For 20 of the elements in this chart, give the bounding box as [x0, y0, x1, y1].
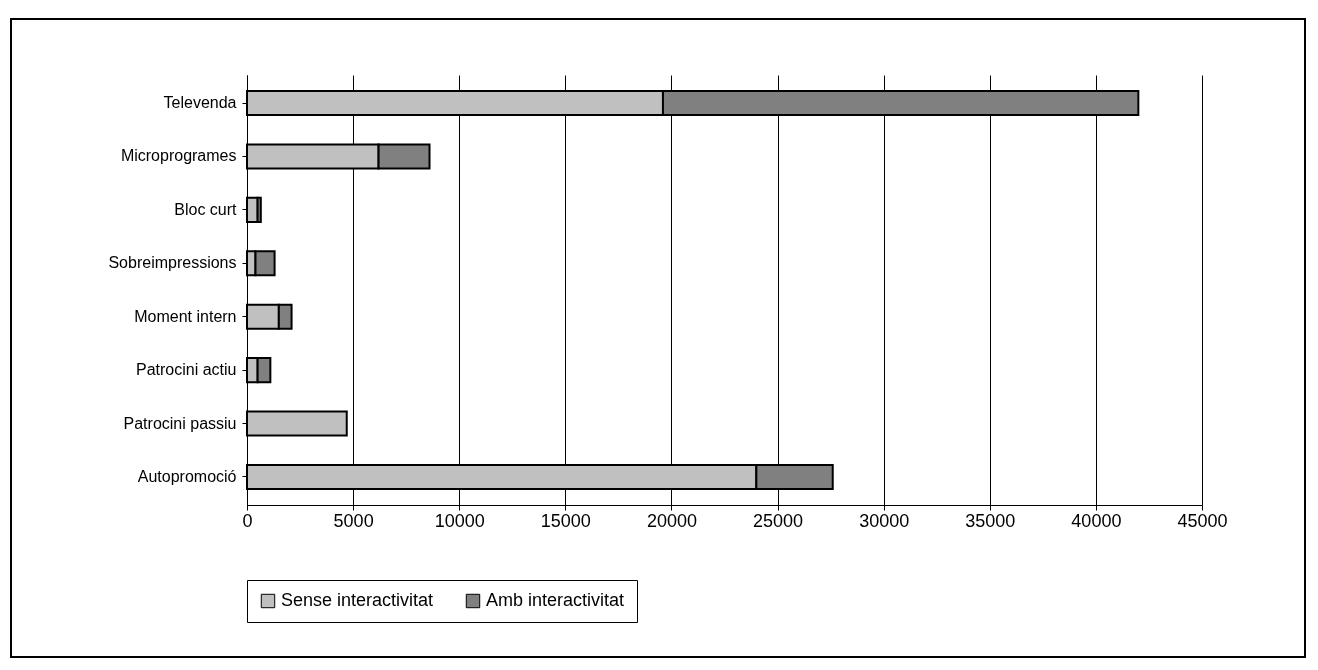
y-tick-label: Patrocini actiu [136, 361, 237, 379]
legend-label: Sense interactivitat [281, 590, 434, 610]
x-tick-label: 35000 [965, 510, 1016, 531]
x-tick-label: 10000 [434, 510, 485, 531]
x-tick-label: 30000 [859, 510, 910, 531]
y-tick-label: Microprogrames [120, 147, 237, 165]
x-tick-label: 40000 [1071, 510, 1122, 531]
x-tick-label: 0 [242, 510, 253, 531]
y-tick-label: Autopromoció [137, 467, 237, 485]
y-tick-label: Patrocini passiu [123, 414, 237, 432]
legend-label: Amb interactivitat [486, 590, 625, 610]
y-tick-label: Sobreimpressions [108, 254, 237, 272]
x-tick-label: 5000 [333, 510, 374, 531]
x-tick-label: 25000 [753, 510, 804, 531]
x-tick-label: 45000 [1177, 510, 1228, 531]
x-tick-label: 15000 [540, 510, 591, 531]
y-tick-label: Televenda [163, 94, 237, 112]
y-tick-label: Bloc curt [174, 200, 238, 218]
y-tick-label: Moment intern [134, 307, 237, 325]
x-tick-label: 20000 [646, 510, 697, 531]
